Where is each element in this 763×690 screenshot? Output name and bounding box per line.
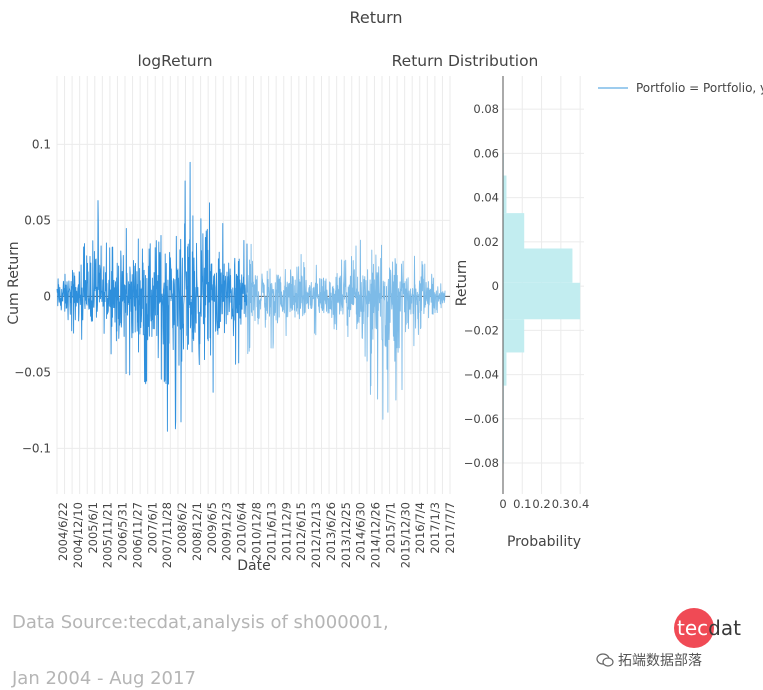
line-x-tick-label: 2011/12/9 bbox=[279, 502, 293, 561]
hist-y-tick-label: −0.06 bbox=[464, 412, 499, 426]
portfolio-line-series bbox=[56, 161, 446, 432]
watermark: 拓端数据部落 bbox=[596, 650, 702, 670]
hist-bar bbox=[503, 248, 573, 283]
line-x-tick-label: 2011/6/13 bbox=[264, 502, 278, 561]
hist-x-tick-label: 0.1 bbox=[513, 497, 531, 511]
series-line-segment bbox=[246, 239, 446, 420]
hist-bar bbox=[503, 175, 507, 214]
legend[interactable]: Portfolio = Portfolio, y bbox=[598, 81, 763, 95]
hist-panel-title: Return Distribution bbox=[392, 52, 539, 70]
hist-bars bbox=[503, 153, 581, 464]
line-panel-y-ticks: −0.1 −0.05 0 0.05 0.1 bbox=[14, 137, 51, 455]
line-x-tick-label: 2004/12/10 bbox=[71, 502, 85, 568]
chart: Return logReturn Return Distribution −0.… bbox=[6, 8, 763, 574]
line-x-tick-label: 2013/12/25 bbox=[339, 502, 353, 568]
line-x-tick-label: 2005/6/1 bbox=[86, 502, 100, 554]
line-x-tick-label: 2009/12/3 bbox=[220, 502, 234, 561]
hist-y-tick-label: −0.08 bbox=[464, 456, 499, 470]
line-x-tick-label: 2008/6/2 bbox=[175, 502, 189, 554]
line-y-tick-label: 0.05 bbox=[24, 213, 51, 227]
line-x-tick-label: 2005/11/21 bbox=[101, 502, 115, 568]
hist-bar bbox=[503, 213, 525, 249]
hist-x-tick-label: 0 bbox=[499, 497, 506, 511]
line-panel-y-label: Cum Return bbox=[6, 241, 22, 324]
line-y-tick-label: 0 bbox=[43, 289, 51, 303]
hist-x-tick-label: 0.2 bbox=[532, 497, 550, 511]
hist-panel-y-label: Return bbox=[454, 260, 470, 306]
hist-bar bbox=[503, 352, 507, 386]
line-panel-x-label: Date bbox=[237, 558, 270, 574]
line-x-tick-label: 2007/6/1 bbox=[145, 502, 159, 554]
hist-y-tick-label: 0.04 bbox=[473, 191, 499, 205]
logo-part1: tec bbox=[677, 616, 709, 640]
tecdat-logo: tecdat bbox=[677, 616, 741, 640]
line-x-tick-label: 2010/6/4 bbox=[235, 502, 249, 554]
hist-y-tick-label: 0.02 bbox=[473, 235, 499, 249]
line-x-tick-label: 2012/6/15 bbox=[294, 502, 308, 561]
hist-y-tick-label: 0.08 bbox=[473, 102, 499, 116]
line-x-tick-label: 2012/12/13 bbox=[309, 502, 323, 568]
hist-x-tick-label: 0.4 bbox=[571, 497, 589, 511]
line-panel-x-ticks: 2004/6/22 2004/12/10 2005/6/1 2005/11/21 200… bbox=[56, 502, 457, 568]
hist-bar bbox=[503, 319, 525, 353]
line-x-tick-label: 2017/1/3 bbox=[428, 502, 442, 554]
line-x-tick-label: 2004/6/22 bbox=[56, 502, 70, 561]
legend-label: Portfolio = Portfolio, y bbox=[636, 81, 763, 95]
line-x-tick-label: 2017/7/7 bbox=[443, 502, 457, 554]
hist-bar bbox=[503, 282, 581, 320]
line-y-tick-label: −0.1 bbox=[22, 441, 51, 455]
hist-y-tick-label: 0.06 bbox=[473, 146, 499, 160]
line-x-tick-label: 2013/6/26 bbox=[324, 502, 338, 561]
hist-x-tick-label: 0.3 bbox=[552, 497, 570, 511]
hist-panel-y-ticks: −0.08 −0.06 −0.04 −0.02 0 0.02 0.04 0.06 0.08 bbox=[464, 102, 499, 470]
line-x-tick-label: 2006/5/31 bbox=[116, 502, 130, 561]
line-x-tick-label: 2015/7/1 bbox=[383, 502, 397, 554]
tecdat-logo-circle bbox=[674, 608, 714, 648]
wechat-icon bbox=[596, 653, 614, 667]
line-x-tick-label: 2015/12/30 bbox=[398, 502, 412, 568]
hist-panel-x-label: Probability bbox=[507, 534, 581, 550]
line-panel-title: logReturn bbox=[137, 52, 212, 70]
line-x-tick-label: 2007/11/28 bbox=[160, 502, 174, 568]
line-x-tick-label: 2016/7/4 bbox=[413, 502, 427, 554]
watermark-text: 拓端数据部落 bbox=[618, 653, 702, 669]
line-x-tick-label: 2010/12/8 bbox=[250, 502, 264, 561]
line-x-tick-label: 2014/6/30 bbox=[354, 502, 368, 561]
hist-y-tick-label: 0 bbox=[492, 279, 499, 293]
source-line-2: Jan 2004 - Aug 2017 bbox=[12, 668, 196, 689]
line-x-tick-label: 2014/12/26 bbox=[369, 502, 383, 568]
hist-panel-x-ticks: 0 0.1 0.2 0.3 0.4 bbox=[499, 497, 589, 511]
line-x-tick-label: 2006/11/27 bbox=[130, 502, 144, 568]
hist-y-tick-label: −0.04 bbox=[464, 368, 499, 382]
hist-y-tick-label: −0.02 bbox=[464, 323, 499, 337]
source-line-1: Data Source:tecdat,analysis of sh000001, bbox=[12, 612, 389, 633]
line-x-tick-label: 2009/6/5 bbox=[205, 502, 219, 554]
chart-title: Return bbox=[349, 8, 402, 27]
line-y-tick-label: −0.05 bbox=[14, 365, 51, 379]
line-y-tick-label: 0.1 bbox=[32, 137, 51, 151]
series-line-segment bbox=[56, 161, 248, 432]
line-x-tick-label: 2008/12/1 bbox=[190, 502, 204, 561]
logo-part2: dat bbox=[708, 616, 741, 640]
